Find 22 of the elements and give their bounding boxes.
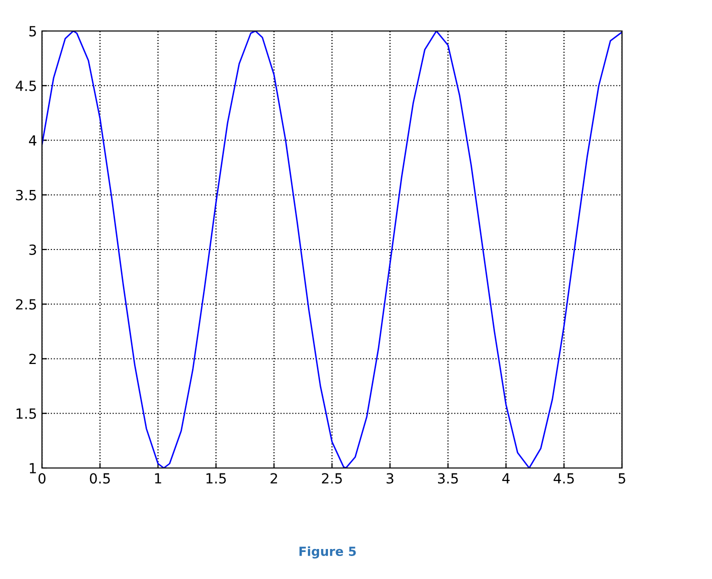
x-tick-label: 5 (618, 473, 626, 484)
x-tick-label: 2.5 (322, 473, 342, 484)
x-tick-label: 0.5 (90, 473, 110, 484)
caption: Figure 5 (299, 546, 356, 559)
y-tick-label: 1.5 (16, 408, 36, 419)
y-tick-label: 1 (30, 463, 36, 474)
y-tick-label: 4.5 (16, 80, 36, 92)
y-tick-label: 5 (29, 26, 36, 36)
y-tick-label: 4 (28, 135, 36, 146)
x-tick-label: 1.5 (206, 473, 226, 484)
x-tick-label: 3.5 (438, 473, 458, 484)
x-tick-label: 3 (386, 473, 394, 484)
y-tick-label: 2 (29, 354, 36, 364)
x-tick-label: 0 (38, 473, 46, 484)
y-tick-label: 2.5 (16, 299, 36, 310)
x-tick-label: 2 (270, 473, 278, 484)
x-tick-label: 1 (155, 473, 162, 484)
line-series (42, 31, 622, 468)
y-tick-label: 3 (29, 244, 36, 255)
y-tick-label: 3.5 (16, 190, 36, 200)
x-tick-label: 4 (502, 473, 510, 484)
x-tick-label: 4.5 (554, 473, 574, 484)
